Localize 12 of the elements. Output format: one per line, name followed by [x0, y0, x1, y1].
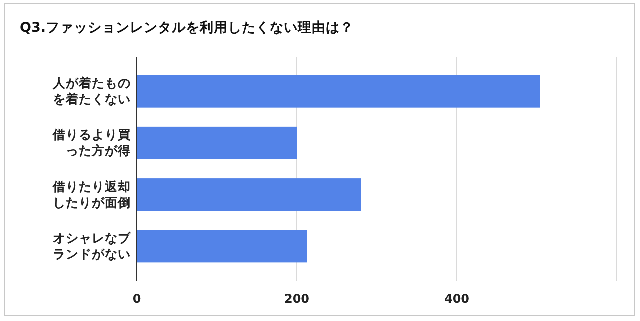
bar	[137, 230, 308, 263]
y-tick-label: 借りるより買った方が得	[52, 127, 131, 158]
x-tick-label: 200	[284, 292, 310, 306]
x-tick-label: 400	[444, 292, 470, 306]
bar	[137, 178, 361, 212]
y-tick-label: オシャレなブランドがない	[53, 230, 132, 262]
chart-title: Q3.ファッションレンタルを利用したくない理由は？	[20, 20, 354, 36]
y-tick-label: 人が着たものを着たくない	[52, 76, 131, 107]
bar	[137, 126, 297, 160]
y-tick-label: 借りたり返却したりが面倒	[52, 178, 131, 210]
x-tick-label: 0	[132, 292, 142, 306]
bar	[137, 75, 540, 108]
